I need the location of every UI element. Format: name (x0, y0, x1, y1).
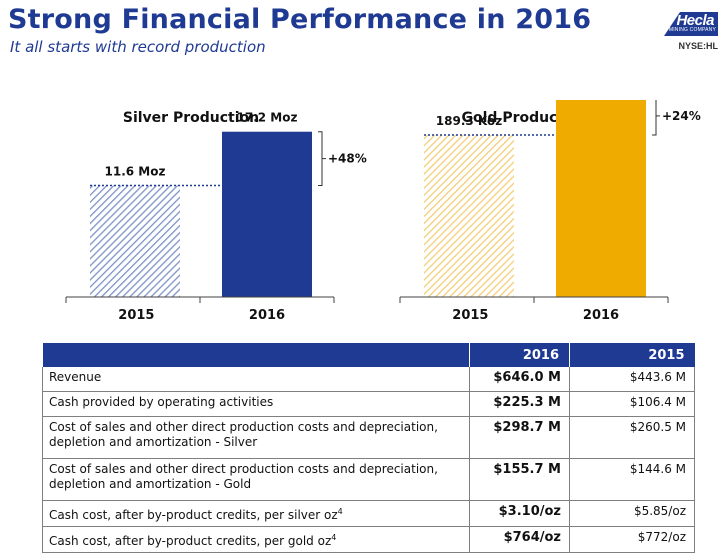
gold-category-label-2015: 2015 (452, 308, 488, 323)
value-2015: $106.4 M (569, 391, 695, 417)
value-2015: $5.85/oz (569, 500, 695, 527)
row-label: Cost of sales and other direct productio… (42, 458, 470, 501)
gold-change-label: +24% (662, 109, 701, 123)
silver-category-label-2015: 2015 (118, 308, 154, 323)
row-label-text: Revenue (49, 370, 102, 384)
logo-tagline: MINING COMPANY (668, 27, 716, 33)
value-2016: $225.3 M (469, 391, 570, 417)
table-row: Revenue $646.0 M $443.6 M (42, 367, 695, 392)
footnote-marker: 4 (331, 533, 337, 542)
row-label-text: Cost of sales and other direct productio… (49, 420, 438, 449)
table-row: Cash cost, after by-product credits, per… (42, 500, 695, 527)
row-label-text: Cash cost, after by-product credits, per… (49, 534, 332, 548)
page-subtitle: It all starts with record production (10, 38, 266, 56)
gold-value-label-2015: 189.3 Koz (436, 114, 502, 128)
table-header-label (42, 343, 470, 367)
value-2016: $298.7 M (469, 416, 570, 459)
gold-bar-2016 (556, 100, 646, 298)
row-label: Revenue (42, 367, 470, 392)
gold-category-label-2016: 2016 (583, 308, 619, 323)
logo-wordmark: Hecla (676, 12, 714, 29)
value-2016: $764/oz (469, 526, 570, 553)
gold-bar-2015 (424, 135, 514, 297)
stock-ticker: NYSE:HL (678, 41, 718, 51)
row-label: Cash cost, after by-product credits, per… (42, 500, 470, 527)
value-2015: $144.6 M (569, 458, 695, 501)
value-2016: $646.0 M (469, 367, 570, 392)
page-title: Strong Financial Performance in 2016 (8, 4, 592, 35)
value-2015: $443.6 M (569, 367, 695, 392)
table-row: Cost of sales and other direct productio… (42, 416, 695, 459)
silver-change-bracket (318, 131, 323, 187)
company-logo: Hecla MINING COMPANY NYSE:HL (664, 12, 718, 54)
silver-chart-svg: Silver Production 11.6 Moz 2015 17.2 Moz 201… (65, 110, 367, 323)
silver-chart-title: Silver Production (123, 110, 259, 126)
row-label-text: Cost of sales and other direct productio… (49, 462, 438, 491)
table-header-2015: 2015 (569, 343, 695, 367)
silver-bar-2015 (90, 185, 180, 297)
value-2015: $772/oz (569, 526, 695, 553)
table-row: Cash cost, after by-product credits, per… (42, 526, 695, 553)
row-label-text: Cash provided by operating activities (49, 395, 274, 409)
value-2016: $155.7 M (469, 458, 570, 501)
value-2016: $3.10/oz (469, 500, 570, 527)
gold-change-bracket (652, 100, 657, 136)
financial-table: 2016 2015 Revenue $646.0 M $443.6 M Cash pr… (42, 343, 695, 553)
row-label-text: Cash cost, after by-product credits, per… (49, 508, 338, 522)
silver-change-label: +48% (328, 152, 367, 166)
silver-bar-2016 (222, 131, 312, 297)
table-header-2016: 2016 (469, 343, 570, 367)
row-label: Cash cost, after by-product credits, per… (42, 526, 470, 553)
footnote-marker: 4 (337, 507, 343, 516)
silver-value-label-2016: 17.2 Moz (237, 111, 298, 125)
row-label: Cost of sales and other direct productio… (42, 416, 470, 459)
table-row: Cash provided by operating activities $22… (42, 391, 695, 417)
silver-production-chart: Silver Production 11.6 Moz 2015 17.2 Moz 201… (50, 100, 380, 330)
table-header-row: 2016 2015 (42, 343, 695, 367)
silver-value-label-2015: 11.6 Moz (105, 165, 166, 179)
table-row: Cost of sales and other direct productio… (42, 458, 695, 501)
logo-badge: Hecla MINING COMPANY (664, 12, 718, 36)
silver-category-label-2016: 2016 (249, 308, 285, 323)
value-2015: $260.5 M (569, 416, 695, 459)
row-label: Cash provided by operating activities (42, 391, 470, 417)
